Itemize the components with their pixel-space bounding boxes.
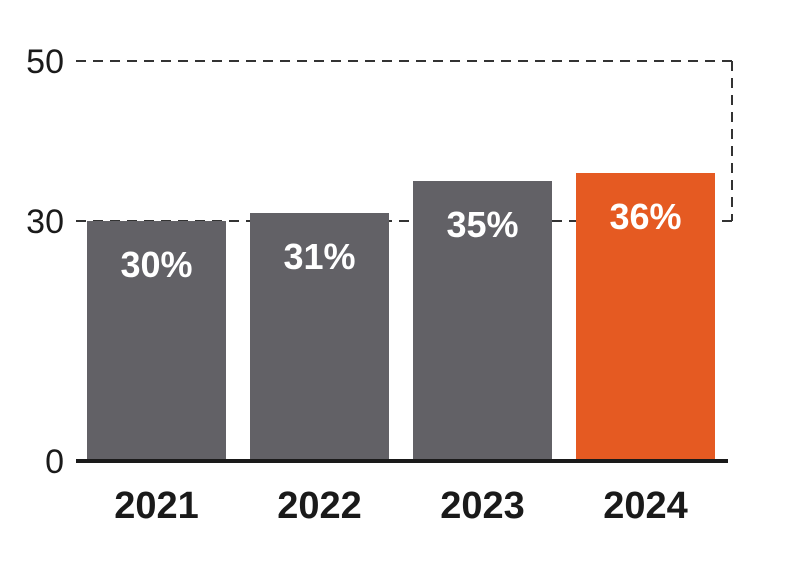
bar-2023 <box>413 181 552 461</box>
data-label-2021: 30% <box>120 244 192 285</box>
x-tick-2021: 2021 <box>114 485 199 527</box>
x-tick-2024: 2024 <box>603 485 688 527</box>
x-tick-2022: 2022 <box>277 485 362 527</box>
bar-2022 <box>250 213 389 461</box>
y-tick-30: 30 <box>26 203 64 241</box>
data-label-2024: 36% <box>609 196 681 237</box>
y-tick-50: 50 <box>26 43 64 81</box>
data-label-2022: 31% <box>283 236 355 277</box>
bar-2024 <box>576 173 715 461</box>
bars <box>87 173 715 461</box>
data-label-2023: 35% <box>446 204 518 245</box>
x-tick-2023: 2023 <box>440 485 525 527</box>
y-tick-0: 0 <box>45 443 64 481</box>
bar-2021 <box>87 221 226 461</box>
labels: 30% 2021 31% 2022 35% 2023 36% 2024 0 30 50 <box>26 43 688 527</box>
